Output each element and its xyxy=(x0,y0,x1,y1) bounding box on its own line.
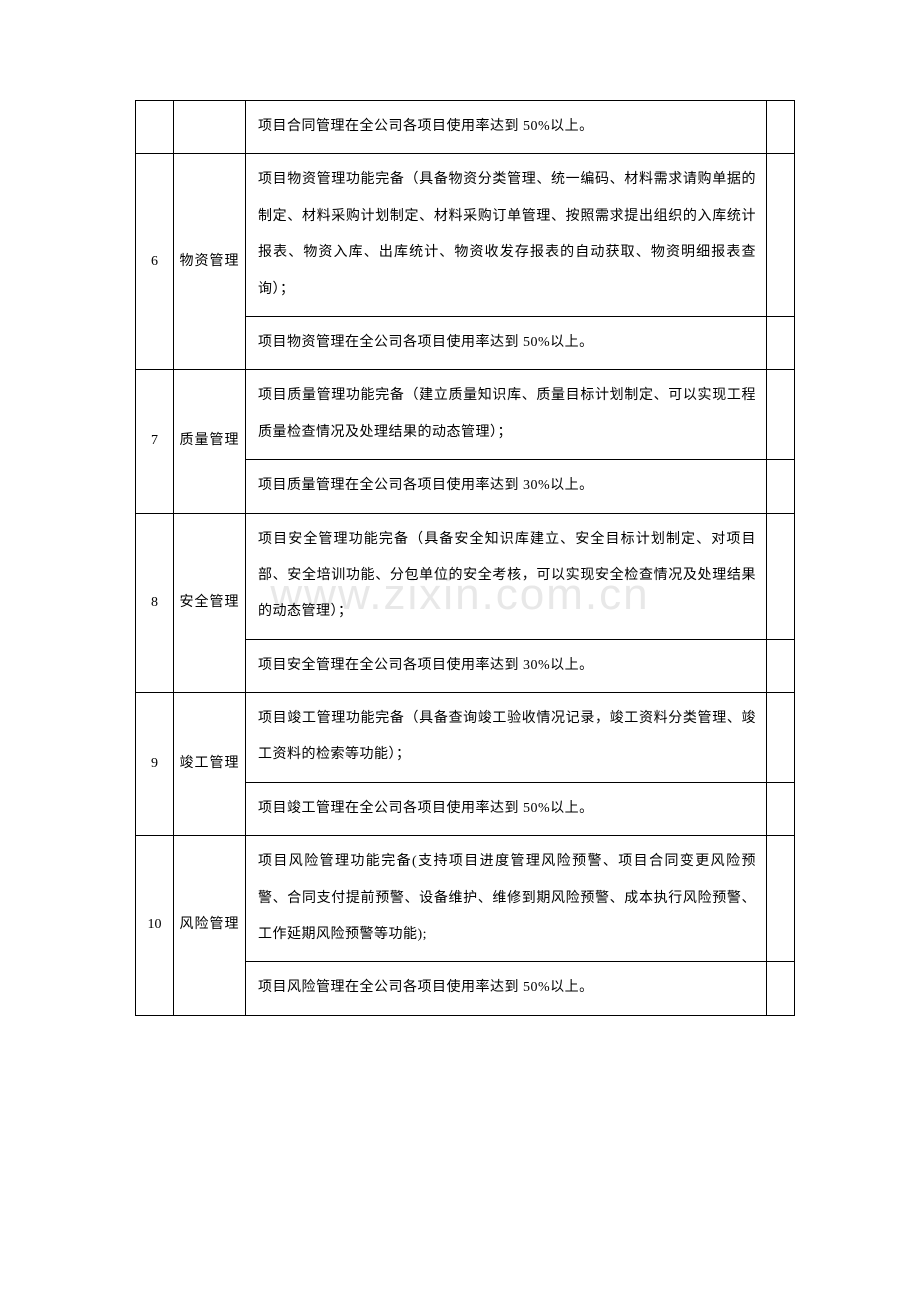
table-row: 9 竣工管理 项目竣工管理功能完备（具备查询竣工验收情况记录，竣工资料分类管理、… xyxy=(136,693,795,783)
cell-blank xyxy=(767,101,795,154)
page-container: 项目合同管理在全公司各项目使用率达到 50%以上。 6 物资管理 项目物资管理功… xyxy=(0,0,920,1016)
cell-blank xyxy=(767,513,795,639)
cell-num: 6 xyxy=(136,154,174,370)
cell-category: 风险管理 xyxy=(174,836,246,1016)
cell-description: 项目安全管理功能完备（具备安全知识库建立、安全目标计划制定、对项目部、安全培训功… xyxy=(246,513,767,639)
cell-blank xyxy=(767,962,795,1015)
cell-num: 9 xyxy=(136,693,174,836)
cell-num: 8 xyxy=(136,513,174,693)
cell-blank xyxy=(767,639,795,692)
table-body: 项目合同管理在全公司各项目使用率达到 50%以上。 6 物资管理 项目物资管理功… xyxy=(136,101,795,1016)
cell-blank xyxy=(767,154,795,317)
cell-description: 项目物资管理在全公司各项目使用率达到 50%以上。 xyxy=(246,316,767,369)
cell-description: 项目竣工管理在全公司各项目使用率达到 50%以上。 xyxy=(246,782,767,835)
cell-description: 项目质量管理在全公司各项目使用率达到 30%以上。 xyxy=(246,460,767,513)
cell-description: 项目物资管理功能完备（具备物资分类管理、统一编码、材料需求请购单据的制定、材料采… xyxy=(246,154,767,317)
table-row: 项目合同管理在全公司各项目使用率达到 50%以上。 xyxy=(136,101,795,154)
cell-blank xyxy=(767,460,795,513)
cell-blank xyxy=(767,693,795,783)
cell-description: 项目质量管理功能完备（建立质量知识库、质量目标计划制定、可以实现工程质量检查情况… xyxy=(246,370,767,460)
cell-num: 10 xyxy=(136,836,174,1016)
cell-description: 项目竣工管理功能完备（具备查询竣工验收情况记录，竣工资料分类管理、竣工资料的检索… xyxy=(246,693,767,783)
table-row: 10 风险管理 项目风险管理功能完备(支持项目进度管理风险预警、项目合同变更风险… xyxy=(136,836,795,962)
cell-category xyxy=(174,101,246,154)
cell-description: 项目安全管理在全公司各项目使用率达到 30%以上。 xyxy=(246,639,767,692)
cell-description: 项目风险管理功能完备(支持项目进度管理风险预警、项目合同变更风险预警、合同支付提… xyxy=(246,836,767,962)
cell-blank xyxy=(767,370,795,460)
main-table: 项目合同管理在全公司各项目使用率达到 50%以上。 6 物资管理 项目物资管理功… xyxy=(135,100,795,1016)
cell-category: 安全管理 xyxy=(174,513,246,693)
cell-blank xyxy=(767,782,795,835)
table-row: 7 质量管理 项目质量管理功能完备（建立质量知识库、质量目标计划制定、可以实现工… xyxy=(136,370,795,460)
cell-category: 竣工管理 xyxy=(174,693,246,836)
cell-num xyxy=(136,101,174,154)
cell-category: 质量管理 xyxy=(174,370,246,513)
table-row: 6 物资管理 项目物资管理功能完备（具备物资分类管理、统一编码、材料需求请购单据… xyxy=(136,154,795,317)
cell-num: 7 xyxy=(136,370,174,513)
cell-category: 物资管理 xyxy=(174,154,246,370)
table-wrapper: 项目合同管理在全公司各项目使用率达到 50%以上。 6 物资管理 项目物资管理功… xyxy=(135,100,795,1016)
cell-description: 项目合同管理在全公司各项目使用率达到 50%以上。 xyxy=(246,101,767,154)
cell-description: 项目风险管理在全公司各项目使用率达到 50%以上。 xyxy=(246,962,767,1015)
cell-blank xyxy=(767,316,795,369)
table-row: 8 安全管理 项目安全管理功能完备（具备安全知识库建立、安全目标计划制定、对项目… xyxy=(136,513,795,639)
cell-blank xyxy=(767,836,795,962)
